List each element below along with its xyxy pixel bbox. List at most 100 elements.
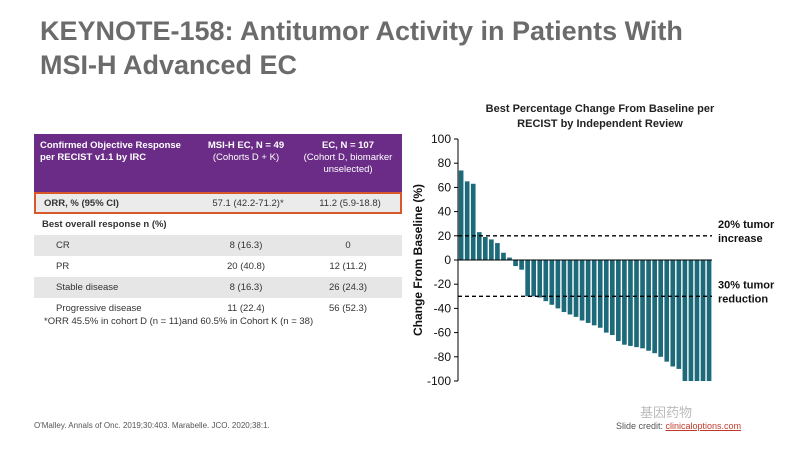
table-row: CR 8 (16.3) 0 [34, 235, 402, 256]
waterfall-bar [464, 181, 470, 260]
waterfall-bar [670, 260, 676, 367]
y-tick-label: -80 [434, 350, 452, 364]
credit-label: Slide credit: [616, 421, 666, 431]
header-msi-column: MSI-H EC, N = 49 (Cohorts D + K) [194, 140, 298, 164]
y-tick-label: -100 [427, 374, 451, 388]
waterfall-bar [676, 260, 682, 369]
waterfall-bar [531, 260, 537, 297]
header-ec-main: EC, N = 107 [321, 140, 374, 151]
waterfall-bar [682, 260, 688, 381]
waterfall-bar [549, 260, 555, 305]
table-header: Confirmed Objective Response per RECIST … [34, 134, 402, 192]
waterfall-bar [476, 232, 482, 260]
waterfall-bar [470, 183, 476, 260]
waterfall-bar [597, 260, 603, 328]
orr-row: ORR, % (95% CI) 57.1 (42.2-71.2)* 11.2 (… [34, 192, 402, 214]
waterfall-bar [706, 260, 712, 381]
waterfall-bar [694, 260, 700, 381]
y-tick-label: 40 [438, 205, 452, 219]
credit-link[interactable]: clinicaloptions.com [665, 421, 742, 431]
waterfall-bar [579, 260, 585, 321]
row-label: PR [56, 261, 70, 272]
waterfall-bar [567, 260, 573, 315]
waterfall-bar [688, 260, 694, 381]
header-msi-sub: (Cohorts D + K) [212, 152, 280, 163]
waterfall-bar [537, 260, 543, 298]
header-msi-main: MSI-H EC, N = 49 [207, 140, 285, 151]
row-label: Progressive disease [56, 303, 142, 314]
y-tick-label: 0 [444, 253, 451, 267]
row-msi-value: 8 (16.3) [229, 282, 263, 293]
waterfall-bar [700, 260, 706, 381]
row-ec-value: 26 (24.3) [328, 282, 368, 293]
waterfall-bar [616, 260, 621, 342]
waterfall-bar [664, 260, 670, 362]
slide-title-line1: KEYNOTE-158: Antitumor Activity in Patie… [40, 16, 683, 46]
orr-msi-value: 57.1 (42.2-71.2)* [212, 198, 284, 209]
best-response-heading: Best overall response n (%) [42, 219, 167, 230]
row-ec-value: 12 (11.2) [329, 261, 367, 272]
threshold-label-line1: 20% tumor [718, 219, 775, 231]
slide-title: KEYNOTE-158: Antitumor Activity in Patie… [40, 14, 740, 82]
header-ec-column: EC, N = 107 (Cohort D, biomarker unselec… [294, 140, 402, 176]
waterfall-bar [543, 260, 549, 302]
waterfall-bar [561, 260, 567, 313]
row-msi-value: 8 (16.3) [229, 240, 263, 251]
waterfall-bar [658, 260, 664, 357]
waterfall-bar [482, 237, 488, 260]
waterfall-bar [640, 260, 645, 349]
y-tick-label: -20 [434, 277, 452, 291]
y-tick-label: 60 [438, 180, 452, 194]
waterfall-chart: Best Percentage Change From Baseline per… [400, 96, 800, 396]
waterfall-bar [519, 260, 524, 270]
response-table: Confirmed Objective Response per RECIST … [34, 134, 402, 319]
row-label: Stable disease [56, 282, 119, 293]
row-ec-value: 56 (52.3) [328, 303, 368, 314]
slide-title-line2: MSI-H Advanced EC [40, 50, 298, 80]
y-axis-title: Change From Baseline (%) [411, 184, 425, 336]
slide-credit: Slide credit: clinicaloptions.com [616, 421, 741, 431]
table-footnote: *ORR 45.5% in cohort D (n = 11)and 60.5%… [44, 316, 314, 327]
waterfall-bar [507, 257, 512, 260]
best-response-heading-row: Best overall response n (%) [34, 214, 402, 235]
waterfall-bar [652, 260, 657, 354]
waterfall-bar [513, 260, 518, 267]
source-citation: O'Malley. Annals of Onc. 2019;30:403. Ma… [34, 421, 270, 430]
waterfall-bar [646, 260, 651, 351]
table-row: Stable disease 8 (16.3) 26 (24.3) [34, 277, 402, 298]
table-row: Progressive disease 11 (22.4) 56 (52.3) [34, 298, 402, 319]
orr-label: ORR, % (95% CI) [44, 198, 119, 209]
waterfall-bar [525, 260, 530, 297]
header-response-label: Confirmed Objective Response per RECIST … [40, 140, 181, 163]
row-msi-value: 11 (22.4) [227, 303, 265, 314]
waterfall-bar [628, 260, 633, 346]
chart-title-line1: Best Percentage Change From Baseline per [485, 103, 715, 115]
header-ec-sub: (Cohort D, biomarker unselected) [303, 152, 393, 175]
chart-plot: 100 80 60 40 20 0 -20 -40 -60 -80 -100 Change From … [411, 132, 775, 388]
waterfall-bar [555, 260, 561, 309]
waterfall-bar [591, 260, 597, 326]
threshold-label-line2: reduction [718, 293, 768, 305]
threshold-label-line2: increase [718, 233, 763, 245]
waterfall-bar [489, 239, 494, 260]
row-label: CR [56, 240, 70, 251]
waterfall-bar [573, 260, 579, 317]
waterfall-bar [501, 252, 506, 260]
watermark: 基因药物 [640, 405, 693, 420]
orr-ec-value: 11.2 (5.9-18.8) [319, 198, 381, 209]
threshold-label-line1: 30% tumor [718, 279, 775, 291]
y-tick-label: 100 [431, 132, 451, 146]
y-tick-label: -40 [434, 301, 452, 315]
waterfall-bar [458, 170, 464, 260]
row-ec-value: 0 [345, 240, 351, 251]
chart-title: Best Percentage Change From Baseline per… [400, 102, 800, 132]
table-row: PR 20 (40.8) 12 (11.2) [34, 256, 402, 277]
waterfall-bar [495, 243, 500, 260]
y-tick-label: 80 [438, 156, 452, 170]
chart-title-line2: RECIST by Independent Review [517, 118, 683, 130]
waterfall-bar [634, 260, 639, 348]
y-tick-label: -60 [434, 326, 452, 340]
row-msi-value: 20 (40.8) [226, 261, 266, 272]
y-tick-label: 20 [438, 229, 452, 243]
waterfall-bar [609, 260, 615, 336]
